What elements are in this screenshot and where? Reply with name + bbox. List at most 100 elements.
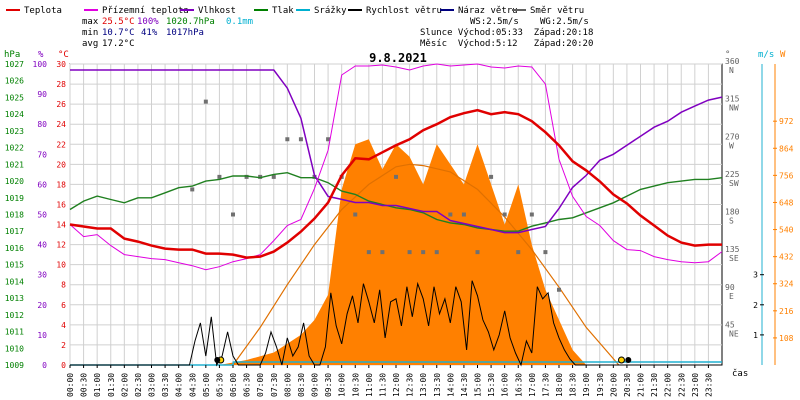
x-tick-label: 19:30 [596,373,605,397]
x-tick-label: 06:30 [243,373,252,397]
pressure-tick-label: 1015 [5,261,24,270]
stats-avg-temp: 17.2°C [102,39,135,49]
pressure-tick-label: 1025 [5,93,24,102]
x-tick-label: 19:00 [582,373,591,397]
temperature-tick-label: 26 [56,100,66,109]
x-tick-label: 00:30 [80,373,89,397]
x-tick-label: 21:30 [650,373,659,397]
legend-label: Směr větru [530,6,584,16]
x-tick-label: 02:00 [120,373,129,397]
wind-dir-tick-label: 225 [725,170,740,179]
solar-tick-label: 648 [779,198,794,207]
x-tick-label: 07:00 [256,373,265,397]
stats-max-press: 1020.7hPa [166,17,215,27]
pressure-tick-label: 1026 [5,77,24,86]
wind-dir-point [271,174,276,179]
wind-speed-tick-label: 3 [753,271,758,280]
axes: 1009101010111012101310141015101610171018… [5,57,794,370]
humidity-tick-label: 60 [37,180,47,189]
pressure-tick-label: 1016 [5,244,24,253]
wind-dir-tick-label: 270 [725,132,740,141]
wind-dir-point [407,250,412,255]
solar-tick-label: 108 [779,334,794,343]
x-tick-label: 03:00 [148,373,157,397]
wind-dir-point [475,250,480,255]
stats-min-press: 1017hPa [166,28,204,38]
wind-speed-tick-label: 1 [753,331,758,340]
pressure-tick-label: 1009 [5,361,24,370]
temperature-tick-label: 30 [56,60,66,69]
x-tick-label: 23:00 [691,373,700,397]
pressure-tick-label: 1018 [5,211,24,220]
wind-dir-point [326,137,331,142]
temperature-tick-label: 10 [56,261,66,270]
pressure-tick-label: 1011 [5,328,24,337]
solar-tick-label: 864 [779,144,794,153]
humidity-tick-label: 50 [37,211,47,220]
astro-info: WS:2.5m/s WG:2.5m/s Slunce Východ:05:33 … [420,17,593,49]
wind-dir-tick-label: 135 [725,245,740,254]
stats-min-hum: 41% [141,28,158,38]
x-tick-label: 21:00 [637,373,646,397]
axis-header-temp: °C [58,50,69,60]
x-tick-label: 12:00 [392,373,401,397]
solar-tick-label: 432 [779,253,794,262]
legend-label: Srážky [314,6,347,16]
x-tick-label: 09:30 [324,373,333,397]
x-tick-label: 01:30 [107,373,116,397]
x-tick-label: 18:00 [555,373,564,397]
x-tick-label: 22:30 [677,373,686,397]
wind-dir-point [244,174,249,179]
pressure-tick-label: 1012 [5,311,24,320]
wind-dir-tick-label: W [729,141,734,150]
legend-label: Vlhkost [198,6,236,16]
wind-dir-point [543,250,548,255]
wind-dir-tick-label: SE [729,254,739,263]
axis-header-pct: % [38,50,44,60]
pressure-tick-label: 1017 [5,227,24,236]
wind-dir-tick-label: S [729,217,734,226]
wind-dir-tick-label: 315 [725,95,740,104]
temperature-tick-label: 12 [56,241,66,250]
x-tick-label: 17:00 [528,373,537,397]
sunset-marker [617,356,625,364]
x-tick-label: 11:00 [365,373,374,397]
pressure-tick-label: 1027 [5,60,24,69]
humidity-tick-label: 10 [37,331,47,340]
temperature-tick-label: 6 [61,301,66,310]
pressure-line [69,171,723,232]
x-tick-label: 20:00 [609,373,618,397]
humidity-tick-label: 20 [37,301,47,310]
pressure-tick-label: 1022 [5,144,24,153]
wind-dir-point [502,212,507,217]
temperature-tick-label: 2 [61,341,66,350]
stats-max-hum: 100% [137,17,159,27]
x-tick-label: 15:30 [487,373,496,397]
humidity-tick-label: 0 [42,361,47,370]
x-tick-label: 10:00 [338,373,347,397]
temperature-tick-label: 18 [56,180,66,189]
pressure-tick-label: 1023 [5,127,24,136]
legend-label: Tlak [272,6,294,16]
wind-dir-point [516,250,521,255]
humidity-tick-label: 30 [37,271,47,280]
axis-header-hpa: hPa [4,50,20,60]
wind-dir-point [190,187,195,192]
x-tick-label: 05:00 [202,373,211,397]
temperature-tick-label: 16 [56,200,66,209]
axis-header-ms: m/s [758,50,774,60]
wind-dir-point [421,250,426,255]
solar-tick-label: 216 [779,307,794,316]
stats-min-temp: 10.7°C [102,28,135,38]
pressure-tick-label: 1021 [5,160,24,169]
stats-max-label: max [82,17,99,27]
pressure-tick-label: 1013 [5,294,24,303]
pressure-tick-label: 1010 [5,344,24,353]
axis-headers: hPa % °C ° m/s W čas [4,50,786,379]
wind-dir-tick-label: N [729,66,734,75]
wind-dir-point [461,212,466,217]
chart-title: 9.8.2021 [369,51,427,65]
solar-tick-label: 756 [779,171,794,180]
x-axis-ticks: 00:00 00:30 01:00 01:30 02:00 02:30 03:00 03:30… [66,365,713,397]
